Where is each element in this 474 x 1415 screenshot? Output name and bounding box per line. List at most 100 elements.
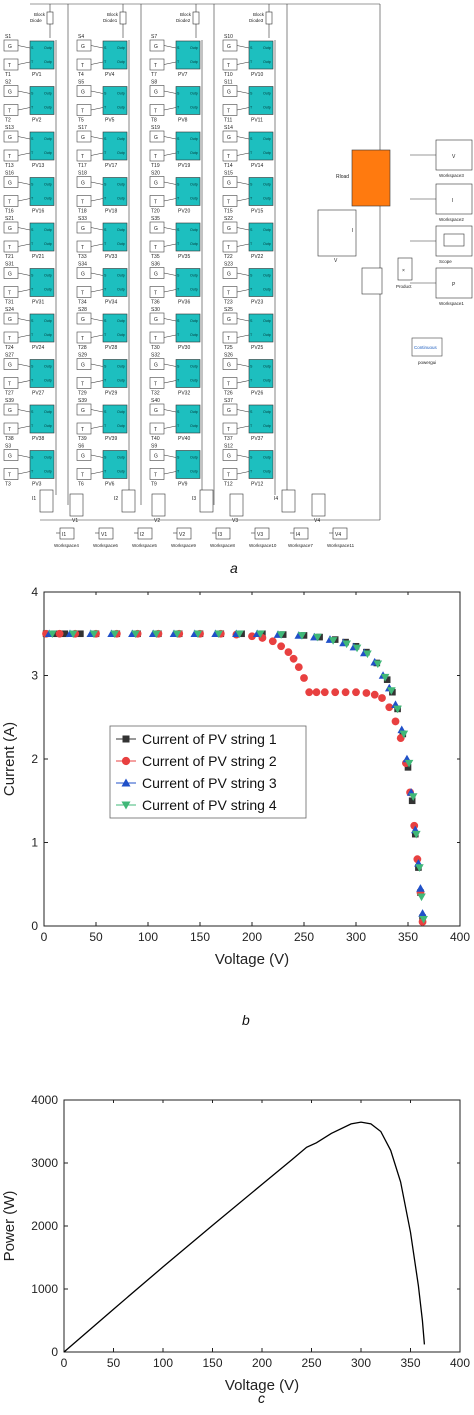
legend-entry: Current of PV string 3 [142, 775, 277, 791]
signal-line [236, 289, 250, 293]
pv-module-label: PV15 [251, 209, 263, 215]
switch-label: S8 [151, 80, 157, 86]
pv-port-label: T [104, 424, 107, 428]
pv-module-block [102, 313, 128, 343]
switch-label: S5 [78, 80, 84, 86]
pv-module-block [175, 222, 201, 252]
pv-port-label: T [250, 379, 253, 383]
signal-line [163, 289, 177, 293]
data-point-triangle-down [121, 801, 131, 810]
pv-port-label: S [104, 137, 107, 141]
data-point-triangle-down [276, 631, 286, 639]
switch-label: S6 [78, 444, 84, 450]
signal-line [163, 152, 177, 156]
pv-port-label: T [104, 60, 107, 64]
pv-port-label: T [31, 288, 34, 292]
legend-box [109, 725, 307, 819]
signal-line [163, 318, 177, 322]
data-point-square [122, 735, 130, 743]
data-point-circle [305, 688, 314, 697]
pv-port-label: Outp [263, 274, 271, 278]
pv-port-label: Outp [44, 274, 52, 278]
signal-line [17, 272, 31, 276]
data-point-triangle-down [415, 864, 424, 872]
data-point-circle [341, 688, 350, 697]
signal-line [236, 454, 250, 458]
switch-label: S18 [78, 171, 87, 177]
pv-port-label: T [31, 470, 34, 474]
workspace-name: Workspace5 [132, 543, 157, 548]
pv-port-label: Outp [117, 46, 125, 50]
pv-port-label: Outp [44, 242, 52, 246]
pv-module-block [102, 177, 128, 206]
signal-line [90, 380, 104, 384]
pv-port-label: Outp [44, 197, 52, 201]
plot-frame [63, 1099, 461, 1353]
pv-port-label: Outp [263, 60, 271, 64]
pv-module-block [175, 450, 201, 479]
pv-module-label: PV8 [178, 118, 188, 124]
switch-label: S22 [224, 216, 233, 222]
signal-line [236, 136, 250, 140]
t-port-label: T [227, 200, 230, 206]
pv-port-label: T [250, 333, 253, 337]
switch-label: S1 [5, 34, 11, 40]
switch-label: S40 [151, 398, 160, 404]
signal-line [90, 454, 104, 458]
switch-label: S34 [78, 262, 87, 268]
x-tick-label: 150 [190, 930, 210, 944]
switch-label: S17 [78, 125, 87, 131]
pv-port-label: Outp [190, 92, 198, 96]
pv-port-label: T [31, 151, 34, 155]
g-port-label: G [81, 272, 85, 278]
switch-label: S20 [151, 171, 160, 177]
switch-label: S13 [5, 125, 14, 131]
g-port-label: G [8, 90, 12, 96]
x-tick-label: 350 [398, 930, 418, 944]
signal-line [236, 334, 250, 338]
temp-label: T3 [5, 482, 11, 488]
temp-label: T15 [224, 209, 233, 215]
pv-module-block [248, 450, 274, 479]
pv-module-block [248, 86, 274, 115]
signal-line [17, 454, 31, 458]
pv-port-label: S [250, 183, 253, 187]
pv-module-label: PV16 [32, 209, 44, 215]
temp-label: T2 [5, 118, 11, 124]
pv-port-label: Outp [190, 183, 198, 187]
signal-line [236, 318, 250, 322]
data-point-circle [268, 637, 277, 646]
signal-line [90, 289, 104, 293]
y-axis-label: Power (W) [1, 1191, 18, 1262]
pv-port-label: Outp [263, 46, 271, 50]
y-tick-label: 3000 [31, 1156, 58, 1170]
data-point-triangle-down [352, 644, 362, 653]
pv-port-label: Outp [44, 46, 52, 50]
g-port-label: G [227, 90, 231, 96]
pv-port-label: Outp [263, 288, 271, 292]
pv-module-block [29, 222, 55, 252]
pv-port-label: Outp [117, 228, 125, 232]
g-port-label: G [227, 408, 231, 414]
pv-port-label: T [177, 333, 180, 337]
pv-module-label: PV23 [251, 300, 263, 306]
t-port-label: T [8, 473, 11, 479]
switch-label: S21 [5, 216, 14, 222]
data-point-circle [320, 688, 329, 697]
pv-port-label: S [104, 183, 107, 187]
simulink-model-panel: Block Diode S1 G T T1 S Outp T Outp PV1 S2 G T T2 S Outp… [0, 0, 474, 576]
g-port-label: G [81, 90, 85, 96]
block-diode-label: Block [34, 12, 46, 17]
temp-label: T13 [5, 163, 14, 169]
pv-port-label: Outp [44, 137, 52, 141]
temp-label: T24 [5, 345, 14, 351]
temp-label: T9 [151, 482, 157, 488]
t-port-label: T [8, 427, 11, 433]
signal-line [236, 243, 250, 247]
data-point-circle [121, 756, 131, 766]
switch-label: S35 [151, 216, 160, 222]
x-tick-label: 400 [450, 1356, 470, 1370]
signal-line [163, 227, 177, 231]
temp-label: T37 [224, 436, 233, 442]
